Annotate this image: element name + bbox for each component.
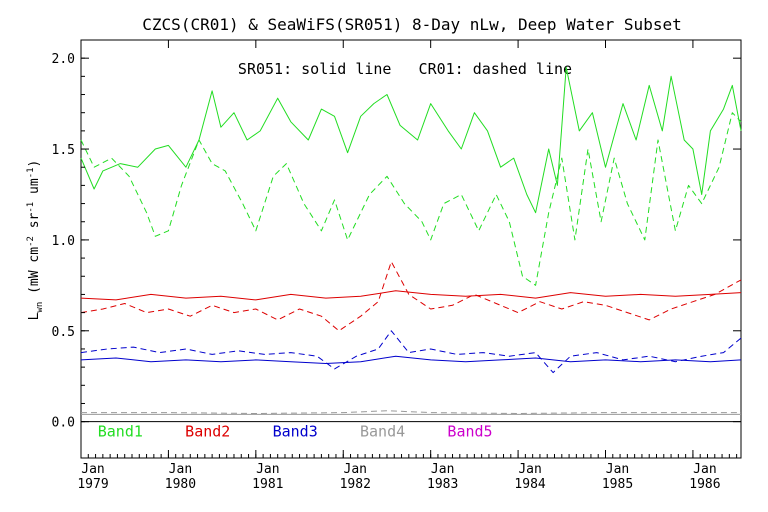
plot-area xyxy=(80,39,742,459)
x-tick-year: 1985 xyxy=(602,477,633,492)
x-tick-year: 1983 xyxy=(427,477,458,492)
ylabel-sub: wn xyxy=(35,302,45,313)
x-tick-month: Jan xyxy=(81,462,104,477)
x-tick-month: Jan xyxy=(169,462,192,477)
legend-band2: Band2 xyxy=(185,423,230,441)
series-band1-cr01 xyxy=(80,112,742,286)
legend-band5: Band5 xyxy=(447,423,492,441)
ylabel-exp3: -1 xyxy=(26,167,36,178)
y-tick-label: 1.0 xyxy=(52,234,75,249)
x-tick-month: Jan xyxy=(344,462,367,477)
ylabel-units-open: (mW cm xyxy=(27,247,42,302)
x-tick-month: Jan xyxy=(256,462,279,477)
ylabel-mid1: sr xyxy=(27,212,42,236)
y-tick-label: 0.0 xyxy=(52,416,75,431)
legend: Band1 Band2 Band3 Band4 Band5 xyxy=(98,423,493,441)
x-tick-year: 1982 xyxy=(340,477,371,492)
x-tick-month: Jan xyxy=(518,462,541,477)
ylabel-base: L xyxy=(27,312,42,320)
series-band1-sr051 xyxy=(80,66,742,214)
ylabel-exp1: -2 xyxy=(26,236,36,247)
line-style-annotation: SR051: solid line CR01: dashed line xyxy=(238,60,572,78)
y-tick-label: 2.0 xyxy=(52,52,75,67)
legend-band3: Band3 xyxy=(273,423,318,441)
x-tick-month: Jan xyxy=(606,462,629,477)
series-band3-cr01 xyxy=(80,330,742,374)
ylabel-exp2: -1 xyxy=(26,202,36,213)
ylabel-units-close: ) xyxy=(27,160,42,168)
y-tick-label: 0.5 xyxy=(52,325,75,340)
x-tick-month: Jan xyxy=(431,462,454,477)
plot-frame xyxy=(80,39,742,459)
legend-band4: Band4 xyxy=(360,423,405,441)
series-layer xyxy=(80,66,742,415)
series-band3-sr051 xyxy=(80,355,742,364)
x-tick-year: 1980 xyxy=(165,477,196,492)
ylabel-mid2: um xyxy=(27,178,42,202)
y-axis-label: Lwn (mW cm-2 sr-1 um-1) xyxy=(26,160,45,321)
chart-title: CZCS(CR01) & SeaWiFS(SR051) 8-Day nLw, D… xyxy=(142,15,681,34)
series-band2-sr051 xyxy=(80,290,742,301)
axes: 0.00.51.01.52.0Jan1979Jan1980Jan1981Jan1… xyxy=(52,39,741,492)
x-tick-year: 1986 xyxy=(689,477,720,492)
x-tick-month: Jan xyxy=(693,462,716,477)
series-band2-cr01 xyxy=(80,261,742,332)
x-tick-year: 1984 xyxy=(514,477,545,492)
x-tick-year: 1981 xyxy=(252,477,283,492)
y-tick-label: 1.5 xyxy=(52,143,75,158)
x-tick-year: 1979 xyxy=(77,477,108,492)
legend-band1: Band1 xyxy=(98,423,143,441)
series-band4-cr01 xyxy=(81,410,741,414)
